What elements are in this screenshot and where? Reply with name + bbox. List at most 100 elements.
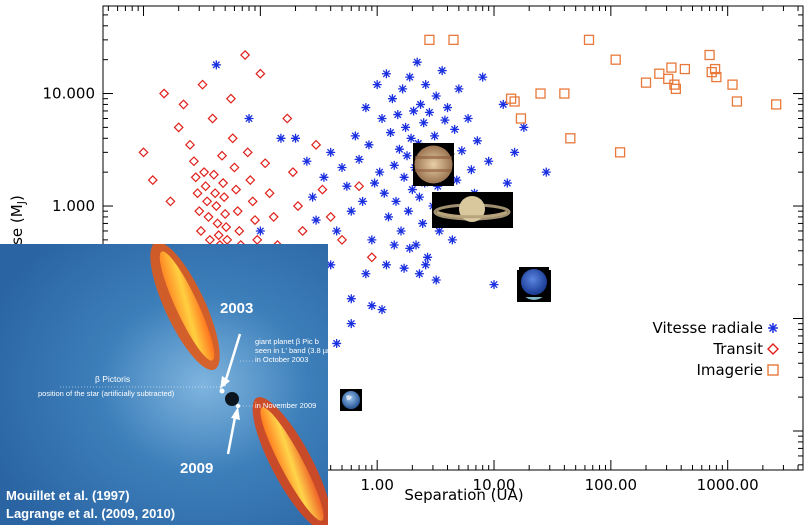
data-point-asterisk xyxy=(437,66,447,76)
y-tick-label: 1.000 xyxy=(52,197,95,215)
data-point-asterisk xyxy=(332,338,342,348)
data-point-square xyxy=(565,133,576,144)
data-point-asterisk xyxy=(409,106,419,116)
data-point-asterisk xyxy=(416,99,426,109)
data-point-diamond xyxy=(220,208,231,220)
year-label-2003: 2003 xyxy=(220,300,254,317)
data-point-diamond xyxy=(211,200,222,212)
data-point-asterisk xyxy=(367,235,377,245)
data-point-square xyxy=(731,96,743,107)
data-point-diamond xyxy=(245,175,256,186)
data-point-diamond xyxy=(354,181,365,192)
data-point-square xyxy=(771,99,782,110)
data-point-diamond xyxy=(282,113,293,124)
x-tick-label: 100.00 xyxy=(585,476,638,494)
data-point-square xyxy=(663,73,674,85)
data-point-diamond xyxy=(199,167,210,178)
data-point-asterisk xyxy=(346,294,356,304)
data-point-asterisk xyxy=(402,151,412,161)
data-point-asterisk xyxy=(381,69,391,79)
data-point-diamond xyxy=(200,181,211,192)
data-point-square xyxy=(654,68,665,79)
data-point-asterisk xyxy=(389,240,399,250)
data-point-asterisk xyxy=(302,156,312,166)
data-point-asterisk xyxy=(391,196,401,206)
planet-note-line-3: in October 2003 xyxy=(255,355,309,364)
x-tick-label: 1000.00 xyxy=(697,476,759,494)
data-point-asterisk xyxy=(379,188,389,198)
data-point-asterisk xyxy=(393,110,403,120)
data-point-diamond xyxy=(213,230,224,241)
data-series xyxy=(138,34,782,348)
data-point-square xyxy=(704,49,715,61)
data-point-asterisk xyxy=(489,280,499,290)
data-point-asterisk xyxy=(466,165,476,175)
data-point-asterisk xyxy=(255,226,265,236)
data-point-diamond xyxy=(225,93,236,104)
data-point-asterisk xyxy=(350,131,360,141)
data-point-diamond xyxy=(208,169,219,180)
data-point-diamond xyxy=(297,225,308,237)
data-point-diamond xyxy=(195,225,206,237)
data-point-diamond xyxy=(249,215,261,226)
data-point-diamond xyxy=(138,147,149,158)
axes-frame xyxy=(102,5,804,471)
data-point-asterisk xyxy=(389,160,399,170)
data-point-diamond xyxy=(212,218,223,229)
data-point-diamond xyxy=(292,200,304,212)
data-point-asterisk xyxy=(434,226,444,236)
data-point-asterisk xyxy=(403,206,413,216)
data-point-asterisk xyxy=(421,80,431,90)
data-point-asterisk xyxy=(510,147,520,157)
data-point-asterisk xyxy=(375,167,385,177)
data-point-square xyxy=(509,96,520,107)
chart-legend: Vitesse radiale Transit Imagerie xyxy=(653,319,779,379)
x-tick-label: 10.00 xyxy=(473,476,516,494)
data-point-asterisk xyxy=(387,94,397,104)
data-point-square xyxy=(424,34,435,46)
data-point-diamond xyxy=(260,158,271,169)
data-point-diamond xyxy=(190,172,201,183)
data-point-asterisk xyxy=(377,113,387,123)
data-point-asterisk xyxy=(463,113,473,123)
legend-marker-diamond xyxy=(767,343,779,355)
data-point-asterisk xyxy=(354,154,364,164)
data-point-asterisk xyxy=(421,260,431,270)
data-point-asterisk xyxy=(484,156,494,166)
saturn-icon xyxy=(432,192,513,228)
x-axis-label: Separation (UA) xyxy=(404,486,523,504)
data-point-diamond xyxy=(178,99,189,110)
data-point-asterisk xyxy=(399,172,409,182)
data-point-diamond xyxy=(227,133,238,144)
legend-label-vitesse-radiale: Vitesse radiale xyxy=(653,319,763,337)
data-point-diamond xyxy=(247,196,258,207)
data-point-square xyxy=(666,62,677,73)
legend-marker-asterisk xyxy=(768,323,778,333)
data-point-asterisk xyxy=(450,124,460,134)
data-point-asterisk xyxy=(367,301,377,311)
data-point-asterisk xyxy=(502,178,512,188)
data-point-asterisk xyxy=(384,212,394,222)
data-point-square xyxy=(614,147,626,158)
data-point-asterisk xyxy=(361,269,371,279)
data-point-asterisk xyxy=(414,192,424,202)
y-tick-label: 10.000 xyxy=(43,85,96,103)
beta-pictoris-image-art xyxy=(0,244,328,525)
data-point-asterisk xyxy=(332,226,342,236)
data-point-square xyxy=(679,63,691,75)
data-point-square xyxy=(640,77,652,88)
data-point-asterisk xyxy=(398,84,408,94)
data-point-diamond xyxy=(222,234,233,245)
series-vitesse-radiale xyxy=(211,57,551,348)
data-point-asterisk xyxy=(211,60,221,70)
data-point-diamond xyxy=(268,211,279,222)
data-point-diamond xyxy=(210,188,221,199)
data-point-square xyxy=(670,83,681,95)
data-point-asterisk xyxy=(440,115,450,125)
data-point-asterisk xyxy=(291,133,301,143)
data-point-asterisk xyxy=(319,172,329,182)
data-point-asterisk xyxy=(364,140,374,150)
data-point-diamond xyxy=(252,234,263,245)
planet-note-line-2: seen in L' band (3.8 µm) xyxy=(255,346,328,355)
data-point-diamond xyxy=(221,222,232,233)
